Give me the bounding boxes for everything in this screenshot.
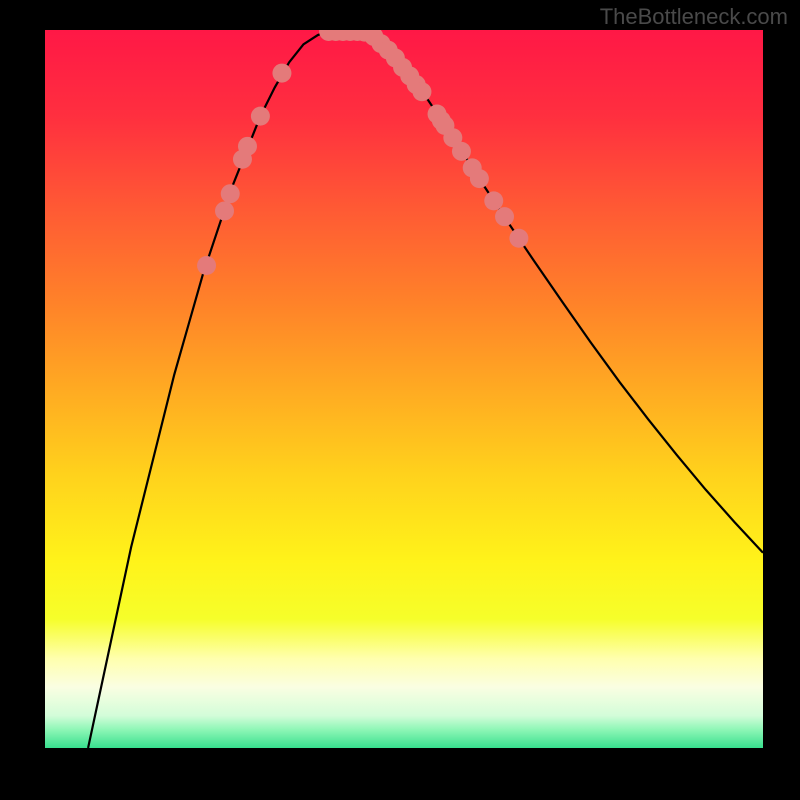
left-marker: [221, 184, 240, 203]
watermark-text: TheBottleneck.com: [600, 4, 788, 30]
right-marker: [509, 229, 528, 248]
right-marker: [470, 169, 489, 188]
left-marker: [272, 64, 291, 83]
chart-plot-area: [45, 30, 763, 748]
right-marker: [452, 142, 471, 161]
left-curve: [88, 31, 329, 748]
left-marker: [251, 107, 270, 126]
left-marker: [238, 137, 257, 156]
left-marker: [215, 201, 234, 220]
right-marker: [412, 82, 431, 101]
right-marker: [495, 207, 514, 226]
right-marker: [484, 191, 503, 210]
chart-curves: [45, 30, 763, 748]
right-curve: [361, 31, 763, 552]
left-marker: [197, 256, 216, 275]
